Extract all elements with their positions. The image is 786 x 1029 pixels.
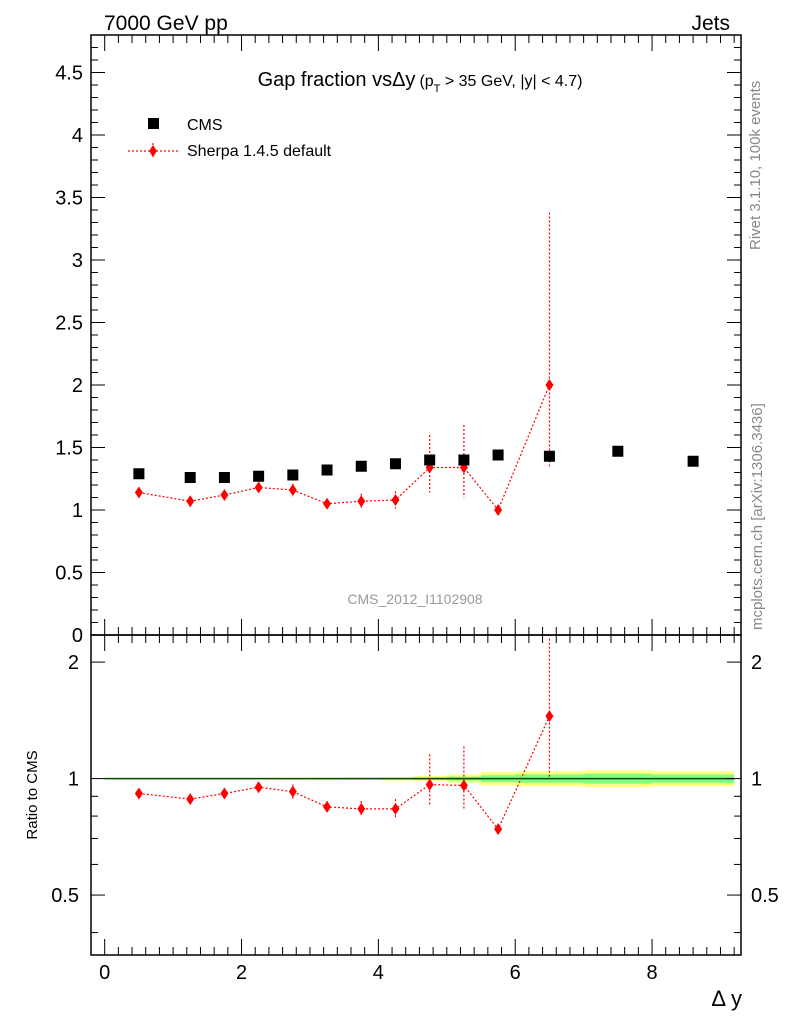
cms-point	[133, 468, 145, 480]
cms-point	[687, 455, 699, 467]
analysis-label: CMS_2012_I1102908	[347, 591, 482, 607]
ratio-sherpa-point	[425, 778, 434, 791]
x-tick-label: 8	[646, 962, 657, 984]
main-y-tick-label: 2.5	[55, 313, 83, 335]
main-panel: 0 0.5 1 1.5 2 2.5 3 3.5 4 4.5	[55, 34, 742, 647]
cms-point	[612, 445, 624, 457]
sherpa-point	[186, 495, 195, 508]
x-tick-label: 6	[510, 962, 521, 984]
cms-point	[321, 464, 333, 476]
ratio-sherpa-point	[323, 800, 332, 813]
cms-point	[355, 460, 367, 472]
main-y-tick-label: 3.5	[55, 188, 83, 210]
main-title-cut-pt: (p	[419, 73, 433, 90]
sherpa-point	[254, 481, 263, 494]
energy-label: 7000 GeV pp	[104, 12, 228, 35]
ratio-sherpa-point	[545, 710, 554, 723]
main-y-tick-label: 4.5	[55, 63, 83, 85]
legend-sherpa-label: Sherpa 1.4.5 default	[187, 143, 332, 160]
x-axis-label: Δ y	[711, 986, 742, 1011]
main-y-tick-label: 2	[72, 375, 83, 397]
cms-point	[424, 454, 436, 466]
x-tick-label: 0	[99, 962, 110, 984]
cms-point	[287, 469, 299, 481]
sherpa-point	[391, 494, 400, 506]
sherpa-point	[288, 484, 297, 496]
main-y-tick-label: 0.5	[55, 563, 83, 585]
ratio-y-tick-label-left: 2	[68, 652, 79, 674]
main-title-text: Gap fraction vsΔy	[258, 69, 416, 91]
ratio-sherpa-point	[186, 793, 195, 806]
ratio-sherpa-point	[494, 823, 503, 836]
ratio-sherpa-point	[134, 787, 143, 800]
sherpa-point	[220, 489, 229, 501]
sherpa-line	[138, 384, 550, 512]
cms-point	[389, 458, 401, 470]
ratio-sherpa-point	[459, 779, 468, 792]
legend-cms-marker	[148, 118, 159, 129]
cms-point	[253, 470, 265, 482]
ratio-sherpa-point	[220, 787, 229, 800]
cms-point	[218, 472, 230, 483]
process-label: Jets	[691, 12, 730, 35]
main-y-tick-label: 1	[72, 500, 83, 522]
ratio-y-tick-label-right: 2	[751, 652, 762, 674]
sherpa-point	[494, 504, 503, 516]
sherpa-point	[357, 495, 366, 508]
main-title: Gap fraction vsΔy (pT > 35 GeV, |y| < 4.7…	[258, 69, 583, 95]
ratio-y-tick-label-left: 0.5	[51, 885, 79, 907]
main-title-cut-sub: T	[434, 83, 441, 95]
ratio-sherpa-point	[391, 802, 400, 815]
main-y-tick-label: 3	[72, 250, 83, 272]
main-y-tick-label: 4	[72, 125, 83, 147]
rivet-label: Rivet 3.1.10, 100k events	[747, 81, 764, 250]
cms-point	[492, 449, 504, 461]
x-tick-label: 4	[373, 962, 384, 984]
main-y-tick-label: 1.5	[55, 438, 83, 460]
ratio-ylabel: Ratio to CMS	[24, 750, 41, 839]
sherpa-point	[134, 486, 143, 499]
legend-sherpa-marker	[149, 145, 157, 157]
sherpa-point	[545, 379, 554, 391]
ratio-panel: 0 2 4 6 8 0.5 0.5 1 1 2 2	[51, 634, 779, 984]
mcplots-label: mcplots.cern.ch [arXiv:1306.3436]	[749, 403, 766, 630]
main-title-cut-rest: > 35 GeV, |y| < 4.7)	[440, 73, 582, 90]
ratio-y-tick-label-right: 0.5	[751, 885, 779, 907]
cms-point	[184, 472, 196, 483]
ratio-sherpa-line	[138, 715, 550, 831]
ratio-sherpa-point	[254, 781, 263, 794]
ratio-sherpa-point	[288, 785, 297, 798]
ratio-y-tick-label-left: 1	[68, 769, 79, 791]
legend-cms-label: CMS	[187, 117, 223, 134]
sherpa-point	[323, 497, 332, 510]
cms-point	[543, 450, 555, 462]
legend: CMS Sherpa 1.4.5 default	[128, 117, 332, 160]
x-tick-label: 2	[236, 962, 247, 984]
ratio-sherpa-point	[357, 802, 366, 815]
main-y-tick-label: 0	[72, 625, 83, 647]
cms-point	[458, 454, 470, 466]
ratio-frame	[90, 634, 742, 956]
ratio-y-tick-label-right: 1	[751, 769, 762, 791]
